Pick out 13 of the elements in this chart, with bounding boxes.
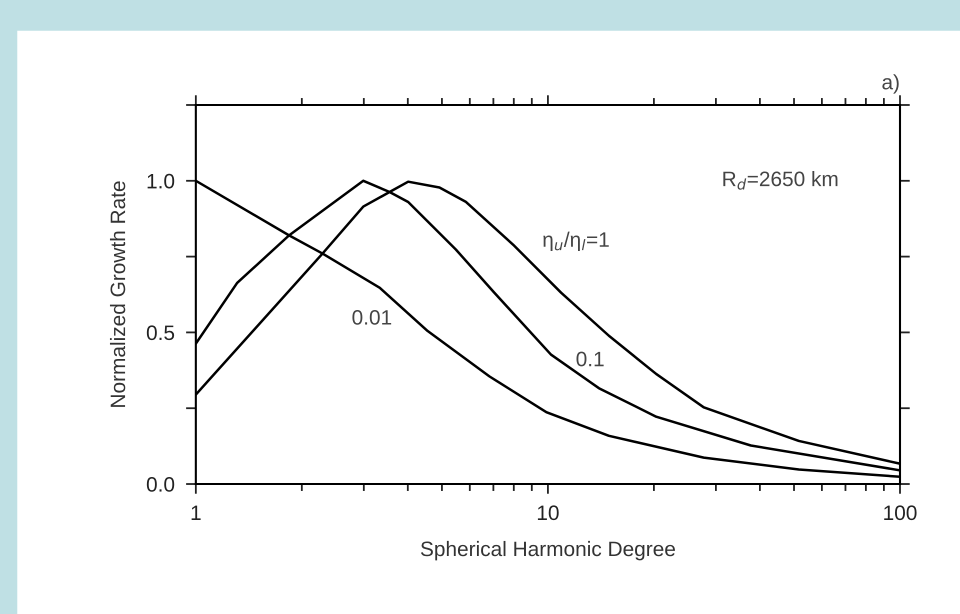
x-axis-title: Spherical Harmonic Degree (420, 540, 675, 560)
y-tick-label: 1.0 (148, 174, 174, 189)
text: a) (882, 74, 899, 94)
x-tick-label: 1 (192, 506, 201, 520)
annotation: R$_{d}$=2650 km (723, 170, 838, 190)
annotation: 0.1 (576, 352, 604, 366)
annotation: η$_{u}$/η$_{l}$=1 (543, 232, 609, 252)
x-tick-label: 10 (538, 505, 559, 520)
x-tick-label: 100 (884, 505, 917, 520)
annotation: 0.01 (352, 310, 392, 325)
y-axis-title: Normalized Growth Rate (110, 181, 126, 407)
y-tick-label: 0.5 (146, 325, 174, 340)
y-tick-label: 0.0 (146, 477, 174, 492)
